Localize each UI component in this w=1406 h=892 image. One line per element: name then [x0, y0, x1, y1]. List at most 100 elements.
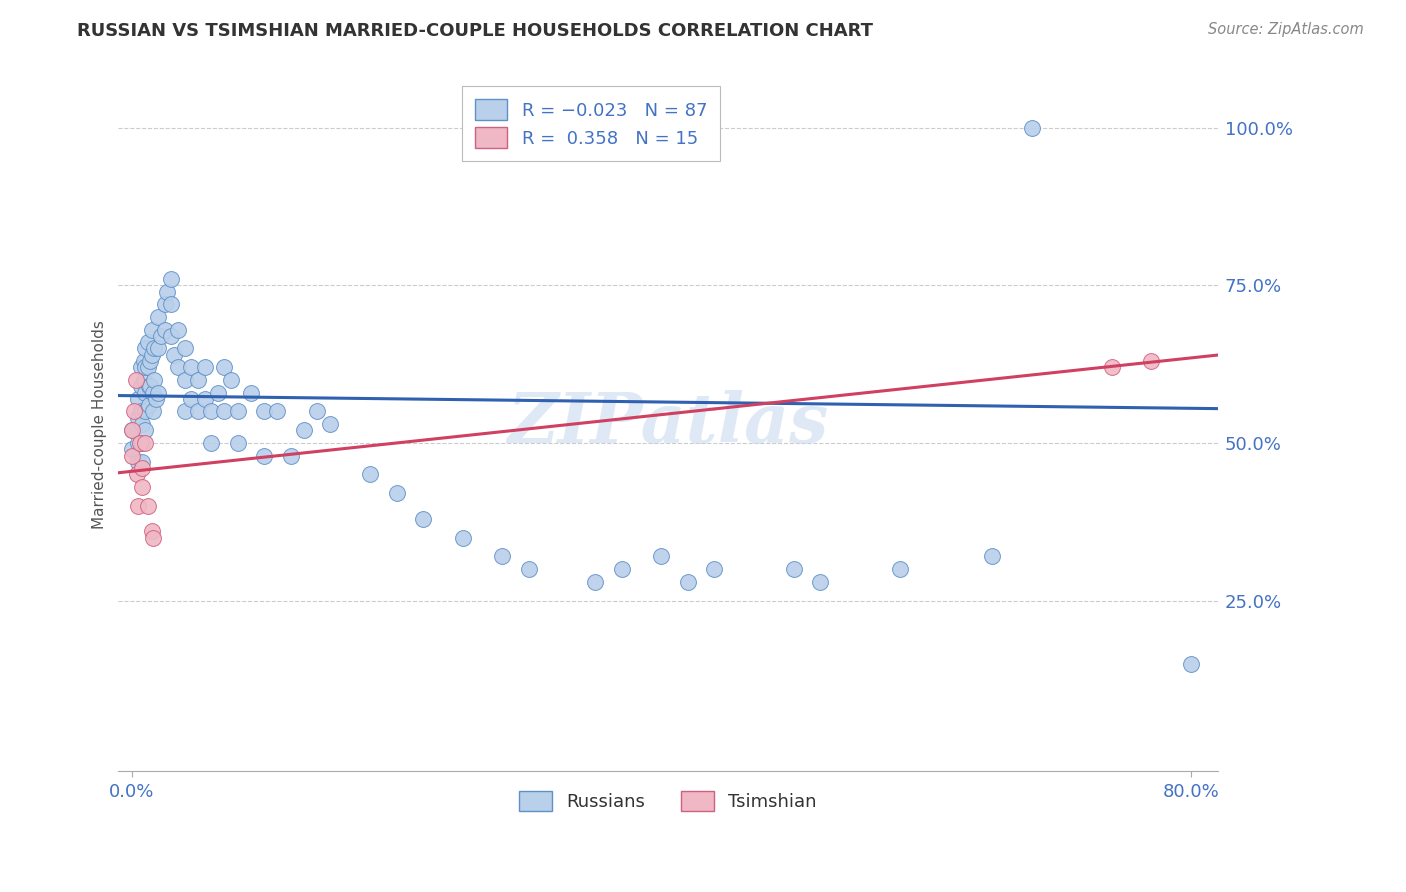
Point: [1021, 120, 1043, 135]
Point: [139, 379, 162, 393]
Point: [134, 423, 156, 437]
Point: [153, 297, 176, 311]
Point: [138, 379, 160, 393]
Point: [889, 562, 911, 576]
Point: [141, 322, 163, 336]
Point: [385, 486, 408, 500]
Point: [160, 328, 183, 343]
Point: [266, 404, 288, 418]
Point: [145, 392, 167, 406]
Point: [517, 562, 540, 576]
Point: [253, 404, 276, 418]
Point: [149, 328, 172, 343]
Point: [200, 404, 222, 418]
Point: [193, 392, 215, 406]
Point: [226, 436, 249, 450]
Point: [141, 348, 163, 362]
Point: [131, 417, 153, 431]
Point: [131, 455, 153, 469]
Point: [142, 404, 165, 418]
Point: [124, 404, 146, 418]
Point: [136, 360, 159, 375]
Point: [143, 373, 166, 387]
Point: [129, 379, 152, 393]
Point: [156, 285, 179, 299]
Point: [121, 442, 143, 457]
Point: [808, 574, 831, 589]
Point: [1180, 657, 1202, 671]
Point: [134, 436, 156, 450]
Point: [187, 373, 209, 387]
Point: [127, 436, 149, 450]
Point: [610, 562, 633, 576]
Point: [650, 549, 672, 564]
Point: [141, 524, 163, 539]
Text: RUSSIAN VS TSIMSHIAN MARRIED-COUPLE HOUSEHOLDS CORRELATION CHART: RUSSIAN VS TSIMSHIAN MARRIED-COUPLE HOUS…: [77, 22, 873, 40]
Point: [676, 574, 699, 589]
Point: [239, 385, 262, 400]
Point: [292, 423, 315, 437]
Point: [219, 373, 242, 387]
Point: [132, 373, 155, 387]
Point: [981, 549, 1004, 564]
Point: [163, 348, 186, 362]
Point: [167, 322, 190, 336]
Point: [134, 360, 156, 375]
Point: [214, 404, 236, 418]
Point: [193, 360, 215, 375]
Point: [139, 354, 162, 368]
Point: [121, 423, 143, 437]
Point: [1140, 354, 1163, 368]
Point: [583, 574, 606, 589]
Point: [131, 461, 153, 475]
Point: [134, 342, 156, 356]
Point: [319, 417, 342, 431]
Point: [134, 404, 156, 418]
Point: [143, 342, 166, 356]
Point: [783, 562, 806, 576]
Point: [127, 455, 149, 469]
Y-axis label: Married-couple Households: Married-couple Households: [93, 319, 107, 528]
Point: [138, 398, 160, 412]
Point: [124, 373, 146, 387]
Point: [127, 499, 149, 513]
Point: [253, 449, 276, 463]
Point: [125, 467, 148, 482]
Point: [200, 436, 222, 450]
Point: [167, 360, 190, 375]
Point: [128, 436, 150, 450]
Point: [153, 322, 176, 336]
Point: [131, 480, 153, 494]
Point: [132, 354, 155, 368]
Point: [226, 404, 249, 418]
Point: [129, 360, 152, 375]
Point: [187, 404, 209, 418]
Point: [703, 562, 725, 576]
Point: [121, 449, 143, 463]
Point: [146, 342, 169, 356]
Point: [142, 385, 165, 400]
Point: [146, 385, 169, 400]
Point: [142, 531, 165, 545]
Point: [173, 404, 195, 418]
Point: [280, 449, 302, 463]
Point: [127, 410, 149, 425]
Point: [491, 549, 513, 564]
Point: [136, 499, 159, 513]
Point: [207, 385, 229, 400]
Point: [131, 436, 153, 450]
Point: [134, 385, 156, 400]
Point: [180, 392, 202, 406]
Point: [146, 310, 169, 324]
Point: [121, 423, 143, 437]
Point: [451, 531, 474, 545]
Point: [214, 360, 236, 375]
Point: [359, 467, 381, 482]
Point: [173, 342, 195, 356]
Text: ZIPatlas: ZIPatlas: [508, 391, 828, 458]
Text: Source: ZipAtlas.com: Source: ZipAtlas.com: [1208, 22, 1364, 37]
Point: [136, 335, 159, 350]
Point: [1101, 360, 1123, 375]
Point: [307, 404, 329, 418]
Legend: Russians, Tsimshian: Russians, Tsimshian: [506, 778, 830, 824]
